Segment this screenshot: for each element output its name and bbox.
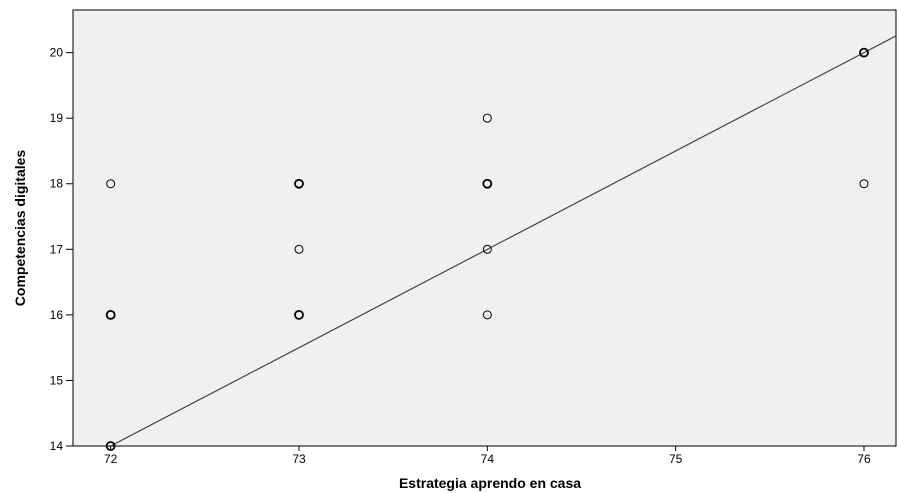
data-point bbox=[105, 441, 116, 451]
y-tick-label: 17 bbox=[50, 242, 64, 256]
x-axis: 72 73 74 75 76 bbox=[104, 446, 871, 466]
plot-area bbox=[72, 9, 897, 447]
x-tick-label: 76 bbox=[857, 452, 871, 466]
y-tick-label: 14 bbox=[50, 439, 64, 453]
x-tick-label: 75 bbox=[669, 452, 683, 466]
data-point bbox=[482, 244, 492, 254]
data-point bbox=[105, 309, 116, 320]
fit-line-group bbox=[110, 35, 897, 447]
data-point bbox=[294, 178, 304, 189]
data-point bbox=[106, 179, 116, 189]
x-tick-label: 74 bbox=[481, 452, 495, 466]
data-point bbox=[294, 309, 304, 320]
y-tick-label: 20 bbox=[50, 46, 64, 60]
y-axis-title: Competencias digitales bbox=[12, 150, 28, 307]
data-point bbox=[482, 113, 492, 123]
x-tick-label: 73 bbox=[292, 452, 306, 466]
data-point bbox=[859, 47, 869, 58]
data-point bbox=[294, 244, 304, 254]
points-group bbox=[105, 47, 869, 451]
y-tick-label: 16 bbox=[50, 308, 64, 322]
y-tick-label: 18 bbox=[50, 177, 64, 191]
data-point bbox=[482, 310, 492, 320]
x-axis-title: Estrategia aprendo en casa bbox=[399, 475, 581, 491]
x-tick-label: 72 bbox=[104, 452, 118, 466]
y-tick-label: 19 bbox=[50, 111, 64, 125]
data-point bbox=[482, 178, 493, 189]
y-tick-label: 15 bbox=[50, 373, 64, 387]
data-point bbox=[859, 179, 869, 189]
fit-line bbox=[110, 35, 897, 447]
y-axis: 14 15 16 17 18 19 20 bbox=[50, 46, 73, 453]
